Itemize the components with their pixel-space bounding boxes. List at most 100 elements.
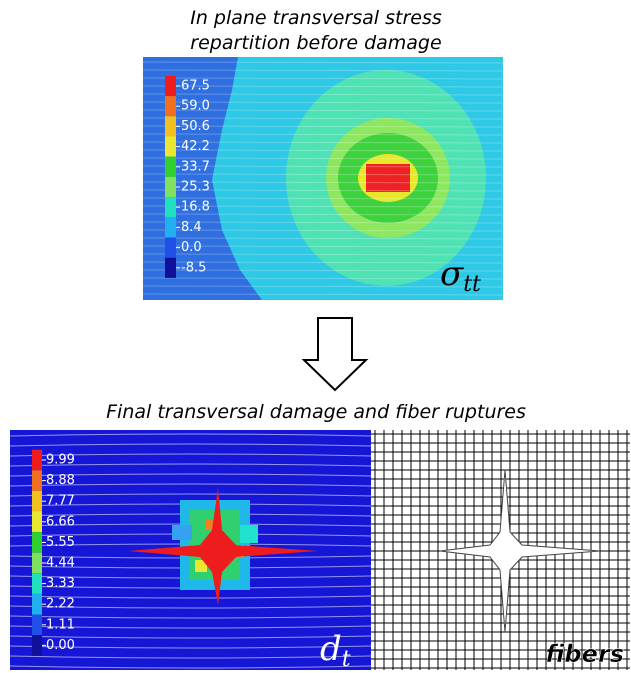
damage-cross (128, 488, 318, 605)
color-bar-segment (165, 257, 176, 278)
color-bar-segment (32, 511, 42, 533)
legend-label: 1.11 (46, 617, 75, 632)
mesh-line (9, 595, 372, 599)
legend-label: 6.66 (46, 514, 75, 529)
mesh-line (142, 133, 504, 136)
mesh-line (142, 61, 504, 64)
mesh-line (9, 605, 372, 609)
legend-label: 67.5 (181, 79, 210, 94)
legend-label: 8.4 (181, 220, 202, 235)
color-bar-segment (32, 532, 42, 553)
mesh-line (142, 269, 504, 272)
color-bar-segment (32, 552, 42, 574)
color-bar-segment (32, 635, 42, 656)
legend-label: -8.5 (181, 260, 206, 275)
color-bar-segment (165, 136, 176, 157)
mesh-line (142, 69, 504, 72)
top-title-line-1: In plane transversal stress (190, 7, 442, 29)
patch (195, 560, 207, 572)
mesh-line (9, 443, 372, 447)
symbol: σ (440, 254, 464, 294)
mesh-line (9, 473, 372, 477)
symbol: d (320, 629, 342, 669)
mesh-line (142, 117, 504, 120)
mesh-line (9, 493, 372, 497)
legend-label: 9.99 (46, 453, 75, 468)
legend-label: 42.2 (181, 139, 210, 154)
patch (240, 525, 258, 543)
mesh-line (9, 433, 372, 437)
mesh-texture (142, 61, 504, 296)
mesh-line (9, 625, 372, 629)
legend-label: 33.7 (181, 159, 210, 174)
mesh-line (9, 615, 372, 619)
legend-label: 4.44 (46, 556, 75, 571)
mesh-line (142, 285, 504, 288)
color-bar-segment (165, 176, 176, 198)
mesh-line (142, 237, 504, 240)
mesh-line (142, 101, 504, 104)
color-bar-segment (165, 237, 176, 258)
color-bar-segment (165, 96, 176, 117)
stress-plot: 67.5 59.0 50.6 42.2 33.7 25.3 16.8 8.4 0.0 -8.5 σ… (142, 57, 504, 300)
color-bar-segment (32, 490, 42, 512)
mesh-line (142, 253, 504, 256)
patch (205, 520, 215, 530)
mesh-line (9, 645, 372, 649)
legend-label: 59.0 (181, 99, 210, 114)
legend-label: 0.00 (46, 638, 75, 653)
mesh-line (9, 463, 372, 467)
mesh-line (142, 189, 504, 192)
legend-label: 3.33 (46, 576, 75, 591)
mesh-line (142, 77, 504, 80)
color-bar-segment (32, 593, 42, 615)
mesh-line (142, 293, 504, 296)
subscript: tt (463, 272, 481, 297)
legend-label: 16.8 (181, 200, 210, 215)
legend-label: 50.6 (181, 119, 210, 134)
damage-symbol: dt (320, 629, 351, 672)
color-bar-segment (165, 217, 176, 238)
color-bar-segment (32, 614, 42, 636)
color-bar-segment (165, 75, 176, 97)
rupture-cross (439, 469, 601, 633)
mesh-line (142, 149, 504, 152)
fibers-label: fibers (546, 640, 624, 668)
color-bar: 67.5 59.0 50.6 42.2 33.7 25.3 16.8 8.4 0.0 -8.5 (165, 75, 210, 278)
mesh-line (9, 483, 372, 487)
legend-label: 2.22 (46, 597, 75, 612)
mesh-line (142, 173, 504, 176)
color-bar-segment (32, 449, 42, 471)
damage-plot: 9.99 8.88 7.77 6.66 5.55 4.44 3.33 2.22 1.11 0.00… (9, 430, 372, 672)
stress-symbol: σtt (440, 254, 481, 297)
mesh-line (142, 197, 504, 200)
subscript: t (342, 647, 351, 672)
color-bar-segment (32, 470, 42, 491)
color-bar-segment (165, 156, 176, 177)
mesh-line (142, 245, 504, 248)
bottom-title: Final transversal damage and fiber ruptu… (106, 401, 526, 423)
field-peak (366, 164, 410, 192)
mesh-line (142, 181, 504, 184)
mesh-line (142, 205, 504, 208)
legend-label: 0.0 (181, 240, 202, 255)
patch (172, 525, 192, 540)
mesh-line (142, 93, 504, 96)
mesh-line (9, 453, 372, 457)
mesh-line (142, 213, 504, 216)
mesh-line (142, 229, 504, 232)
color-bar-segment (165, 116, 176, 137)
mesh-line (142, 125, 504, 128)
legend-label: 7.77 (46, 494, 75, 509)
color-bar-segment (165, 197, 176, 218)
fibers-plot: fibers (371, 430, 630, 670)
mesh-line (9, 655, 372, 659)
legend-label: 5.55 (46, 535, 75, 550)
mesh-line (142, 261, 504, 264)
legend-label: 8.88 (46, 473, 75, 488)
color-bar: 9.99 8.88 7.77 6.66 5.55 4.44 3.33 2.22 1.11 0.00 (32, 449, 75, 656)
mesh-line (142, 221, 504, 224)
mesh-line (142, 157, 504, 160)
legend-label: 25.3 (181, 180, 210, 195)
